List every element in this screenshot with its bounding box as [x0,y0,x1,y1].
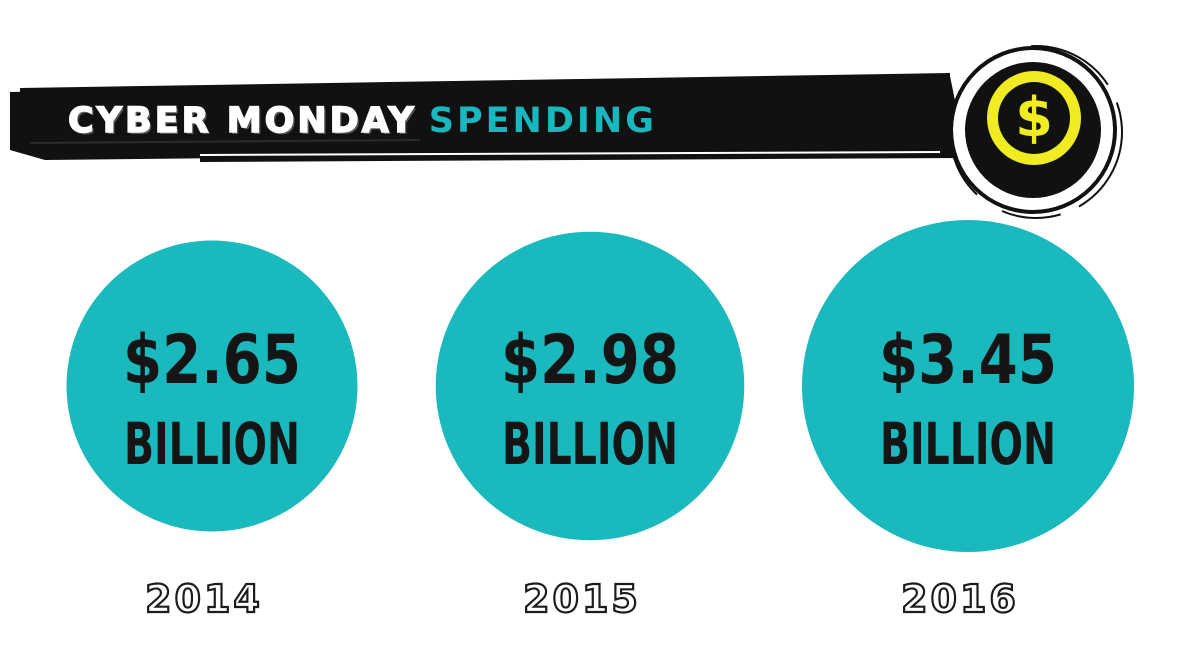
bubble-group-2015: $2.98 BILLION 2015 [435,231,745,622]
bubble-group-2016: $3.45 BILLION 2016 [802,220,1134,622]
banner-brush-edge-top [20,73,950,94]
bubble-value-label: $2.65 [123,321,301,400]
year-label: 2014 [145,577,263,621]
bubble-unit-label: BILLION [502,410,678,478]
year-label: 2015 [523,577,641,621]
year-label: 2016 [901,577,1019,621]
bubble-value-label: $2.98 [501,321,679,400]
banner-brush-highlight [199,151,941,156]
bubble-unit-label: BILLION [880,410,1056,478]
bubble-group-2014: $2.65 BILLION 2014 [66,240,358,622]
banner-brush-streak [29,139,421,144]
chart-title: CYBER MONDAY SPENDING [67,96,657,146]
header-banner: $ [10,45,1123,219]
bubble-2014 [66,240,358,532]
bubble-value-label: $3.45 [879,321,1057,400]
banner-brush-edge-bottom [200,148,960,162]
dollar-coin-icon: $ [949,45,1123,219]
bubble-unit-label: BILLION [124,410,300,478]
title-part-1: CYBER MONDAY [67,100,417,142]
banner-brush-stroke [10,76,965,160]
svg-text:$: $ [1015,86,1053,149]
bubble-2015 [435,231,745,541]
title-part-2: SPENDING [428,101,657,141]
bubble-2016 [802,220,1134,552]
